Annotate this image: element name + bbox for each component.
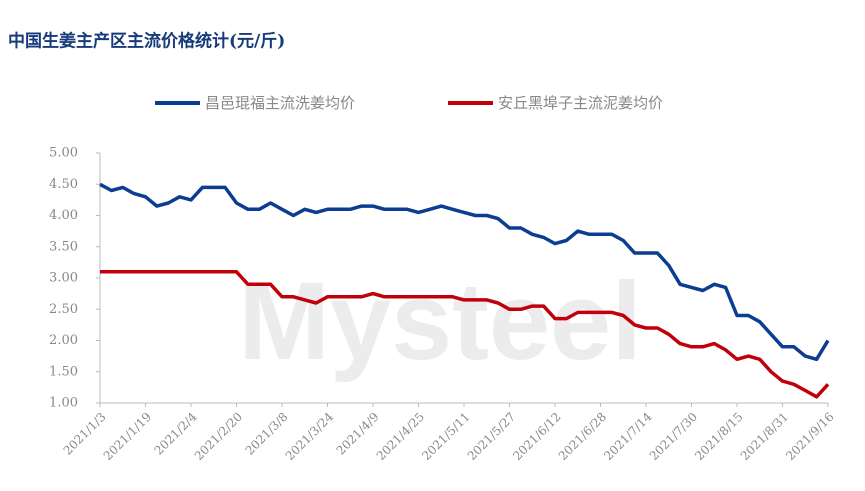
y-tick-label: 4.00 [49, 208, 78, 223]
y-tick-label: 3.50 [49, 239, 78, 254]
legend-label: 昌邑琨福主流洗姜均价 [205, 94, 355, 112]
y-tick-label: 2.50 [49, 302, 78, 317]
x-tick-label: 2021/8/15 [692, 410, 745, 463]
x-tick-label: 2021/6/28 [556, 410, 609, 463]
x-tick-label: 2021/3/24 [283, 409, 337, 463]
y-tick-label: 1.50 [49, 364, 78, 379]
x-tick-label: 2021/6/12 [510, 410, 563, 463]
x-tick-label: 2021/4/9 [334, 410, 382, 458]
y-tick-label: 3.00 [49, 271, 78, 286]
chart-title: 中国生姜主产区主流价格统计(元/斤) [8, 31, 285, 52]
series-line [99, 182, 830, 362]
y-tick-label: 4.50 [49, 177, 78, 192]
x-tick-label: 2021/1/19 [101, 410, 154, 463]
x-tick-label: 2021/1/3 [61, 410, 109, 458]
x-tick-label: 2021/8/31 [738, 410, 791, 463]
watermark: Mysteel [238, 260, 642, 383]
x-tick-label: 2021/5/11 [419, 410, 472, 463]
x-tick-label: 2021/3/8 [243, 410, 291, 458]
y-tick-label: 5.00 [49, 146, 78, 161]
y-tick-label: 1.00 [49, 396, 78, 411]
series-line [100, 270, 830, 399]
x-tick-label: 2021/5/27 [465, 410, 518, 463]
x-tick-label: 2021/9/16 [783, 410, 836, 463]
legend-label: 安丘黑埠子主流泥姜均价 [498, 94, 663, 112]
y-tick-label: 2.00 [49, 333, 78, 348]
x-tick-label: 2021/7/30 [647, 410, 700, 463]
x-tick-label: 2021/2/20 [192, 410, 245, 463]
x-tick-label: 2021/7/14 [601, 409, 655, 463]
x-tick-label: 2021/2/4 [152, 409, 200, 457]
x-tick-label: 2021/4/25 [374, 410, 427, 463]
